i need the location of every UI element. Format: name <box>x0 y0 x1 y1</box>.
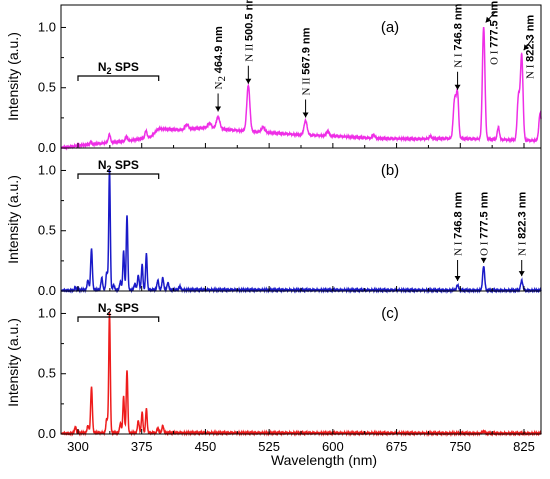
annotation-label: O I 777.5 nm <box>479 192 491 256</box>
annotation-arrowhead <box>480 257 487 263</box>
x-axis-title: Wavelength (nm) <box>271 452 377 468</box>
annotation-a-3: N I 746.8 nm <box>453 3 465 90</box>
panel-c: 0.0 0.5 1.0 Intensity (a.u.) (c) N2 SPS <box>5 290 542 441</box>
panel-b: 0.0 0.5 1.0 Intensity (a.u.) (b) N2 SPS N I 74… <box>5 147 542 298</box>
bracket-c <box>77 316 160 322</box>
panel-a: 0.0 0.5 1.0 Intensity (a.u.) (a) N2 SPS N2 464… <box>5 0 542 155</box>
y-tick-label-a: 0.0 <box>38 140 56 155</box>
annotation-b-0: N I 746.8 nm <box>453 192 465 281</box>
annotation-a-1: N II 500.5 nm <box>243 0 255 84</box>
y-tick-label-b: 1.0 <box>38 162 56 177</box>
x-tick-label: 450 <box>195 439 217 454</box>
x-axis: 300 375 450 525 600 675 750 825 <box>67 439 535 454</box>
annotation-label: N I 822.3 nm <box>517 192 529 256</box>
annotation-arrowhead <box>523 44 530 51</box>
y-tick-label-a: 1.0 <box>38 19 56 34</box>
x-tick-label: 825 <box>513 439 535 454</box>
annotation-label: N2 464.9 nm <box>213 26 228 90</box>
annotation-arrowhead <box>215 106 222 112</box>
annotation-label: N II 500.5 nm <box>243 0 255 62</box>
panel-label-b: (b) <box>381 162 399 179</box>
x-tick-label: 600 <box>322 439 344 454</box>
panel-label-c: (c) <box>381 305 399 322</box>
spectrum-line-c <box>60 312 542 437</box>
y-axis-title-c: Intensity (a.u.) <box>5 318 21 407</box>
y-tick-label-c: 1.0 <box>38 305 56 320</box>
bracket-a <box>77 75 160 81</box>
spectrum-line-b <box>60 169 542 294</box>
y-tick-label-a: 0.5 <box>38 80 56 95</box>
annotation-label: N I 822.3 nm <box>525 15 537 79</box>
panel-label-a: (a) <box>381 19 399 36</box>
annotation-label: N I 746.8 nm <box>453 3 465 67</box>
n2-sps-label-a: N2 SPS <box>98 60 139 76</box>
annotation-arrowhead <box>518 271 525 277</box>
annotation-a-0: N2 464.9 nm <box>213 26 228 112</box>
x-tick-label: 300 <box>67 439 89 454</box>
annotation-label: N I 746.8 nm <box>453 192 465 256</box>
annotation-a-5: N I 822.3 nm <box>523 15 537 79</box>
annotation-a-2: N II 567.9 nm <box>301 27 313 118</box>
n2-sps-label-c: N2 SPS <box>98 301 139 317</box>
annotation-label: O I 777.5 nm <box>489 1 501 65</box>
annotation-arrowhead <box>454 84 461 90</box>
n2-sps-label-b: N2 SPS <box>98 158 139 174</box>
panels-layer: 0.0 0.5 1.0 Intensity (a.u.) (a) N2 SPS N2 464… <box>5 0 542 441</box>
spectrum-line-a <box>60 26 542 151</box>
bracket-b <box>77 173 160 179</box>
y-tick-label-c: 0.5 <box>38 366 56 381</box>
x-tick-label: 525 <box>258 439 280 454</box>
annotation-b-1: O I 777.5 nm <box>479 192 491 263</box>
y-axis-title-a: Intensity (a.u.) <box>5 32 21 121</box>
annotation-arrowhead <box>485 16 492 23</box>
annotation-label: N II 567.9 nm <box>301 27 313 95</box>
annotation-arrowhead <box>245 78 252 84</box>
y-tick-label-b: 0.5 <box>38 223 56 238</box>
annotation-arrowhead <box>302 112 309 118</box>
y-tick-label-b: 0.0 <box>38 283 56 298</box>
y-axis-title-b: Intensity (a.u.) <box>5 175 21 264</box>
x-tick-label: 675 <box>386 439 408 454</box>
x-tick-label: 750 <box>449 439 471 454</box>
annotation-b-2: N I 822.3 nm <box>517 192 529 277</box>
annotation-arrowhead <box>454 275 461 281</box>
annotation-a-4: O I 777.5 nm <box>485 1 501 65</box>
x-tick-label: 375 <box>131 439 153 454</box>
y-tick-label-c: 0.0 <box>38 426 56 441</box>
